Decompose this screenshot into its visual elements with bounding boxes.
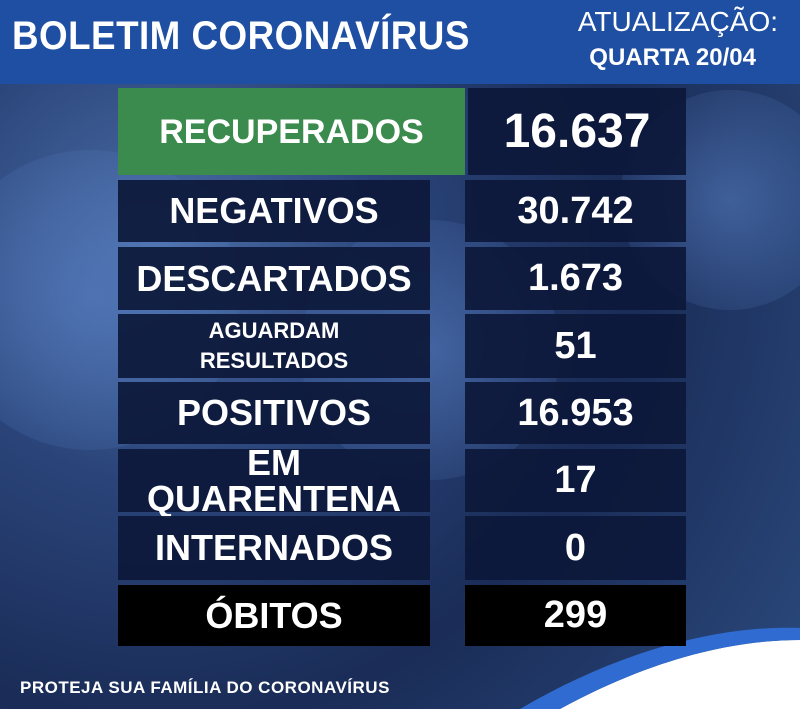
update-date: QUARTA 20/04: [589, 44, 756, 71]
header-band: BOLETIM CORONAVÍRUS ATUALIZAÇÃO: QUARTA …: [0, 0, 800, 84]
row-value: 1.673: [465, 247, 686, 310]
row-label: ÓBITOS: [118, 585, 430, 646]
row-label: EM QUARENTENA: [118, 444, 430, 516]
row-value: 30.742: [465, 180, 686, 242]
row-label: DESCARTADOS: [118, 247, 430, 310]
row-value: 16.953: [465, 382, 686, 444]
row-label: NEGATIVOS: [118, 180, 430, 242]
row-value: 0: [465, 516, 686, 580]
row-value: 51: [465, 314, 686, 378]
title: BOLETIM CORONAVÍRUS: [12, 14, 470, 58]
update-label: ATUALIZAÇÃO:: [577, 6, 778, 37]
row-value: 16.637: [468, 88, 686, 175]
row-label: POSITIVOS: [118, 382, 430, 444]
row-label: RECUPERADOS: [118, 88, 465, 175]
row-value: 299: [465, 585, 686, 646]
row-label: AGUARDAM RESULTADOS: [118, 314, 430, 378]
row-label: INTERNADOS: [118, 516, 430, 580]
row-value: 17: [465, 449, 686, 512]
footer-text: PROTEJA SUA FAMÍLIA DO CORONAVÍRUS: [20, 678, 390, 697]
